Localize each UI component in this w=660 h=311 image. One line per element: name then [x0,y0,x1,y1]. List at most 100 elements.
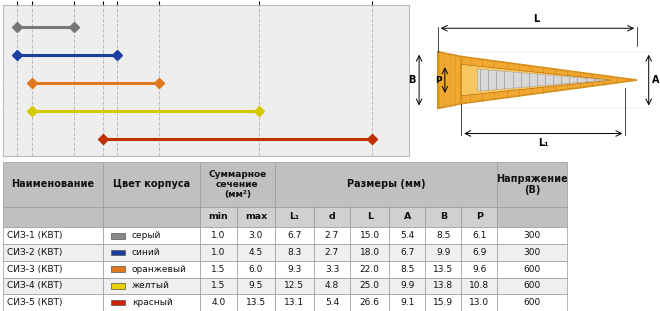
Text: синий: синий [132,248,160,257]
Bar [238,294,275,311]
Text: 8.3: 8.3 [287,248,302,257]
Bar [111,250,125,255]
Bar [275,207,314,227]
Bar [498,244,567,261]
Text: 6.9: 6.9 [473,248,486,257]
Text: 600: 600 [523,265,541,274]
Bar [200,162,275,207]
Bar [200,244,238,261]
Polygon shape [461,57,637,104]
Text: Суммарное
сечение
(мм²): Суммарное сечение (мм²) [208,169,267,199]
Text: 1.5: 1.5 [211,281,226,290]
Bar [425,227,461,244]
Text: СИЗ-5: СИЗ-5 [0,134,1,144]
Bar [111,233,125,239]
Text: 9.9: 9.9 [400,281,414,290]
Bar [103,294,200,311]
Bar [111,300,125,305]
Text: 13.5: 13.5 [434,265,453,274]
Text: СИЗ-4 (КВТ): СИЗ-4 (КВТ) [7,281,63,290]
Bar [389,261,425,277]
Bar [389,294,425,311]
Text: L: L [533,14,539,24]
Text: СИЗ-3 (КВТ): СИЗ-3 (КВТ) [7,265,63,274]
Bar [498,261,567,277]
Bar [314,294,350,311]
Bar [3,294,103,311]
Text: 6.7: 6.7 [400,248,414,257]
Bar [103,227,200,244]
Text: 2.7: 2.7 [325,248,339,257]
Text: P: P [435,76,442,85]
Text: 6.0: 6.0 [249,265,263,274]
Text: B: B [409,75,416,85]
Bar [238,261,275,277]
Text: 9.5: 9.5 [249,281,263,290]
Bar [461,207,498,227]
Text: L₁: L₁ [538,138,548,148]
Text: СИЗ-5 (КВТ): СИЗ-5 (КВТ) [7,298,63,307]
Bar [103,162,200,207]
Bar [350,244,389,261]
Bar [461,261,498,277]
Bar [200,207,238,227]
Bar [498,162,567,207]
Bar [3,207,103,227]
Bar [3,162,103,207]
Bar [425,244,461,261]
Bar [314,227,350,244]
Bar [350,261,389,277]
Text: max: max [245,212,267,221]
Bar [238,277,275,294]
Text: A: A [652,75,660,85]
Bar [314,244,350,261]
Text: 6.7: 6.7 [287,231,302,240]
Text: 10.8: 10.8 [469,281,490,290]
Text: желтый: желтый [132,281,170,290]
Bar [111,283,125,289]
Text: 1.0: 1.0 [211,248,226,257]
Text: 12.5: 12.5 [284,281,304,290]
Text: 5.4: 5.4 [400,231,414,240]
Text: серый: серый [132,231,161,240]
Text: 9.3: 9.3 [287,265,302,274]
Text: СИЗ-4: СИЗ-4 [0,106,1,116]
Polygon shape [438,52,461,108]
Text: красный: красный [132,298,172,307]
Text: 13.8: 13.8 [434,281,453,290]
Text: P: P [476,212,483,221]
Text: 300: 300 [523,248,541,257]
Bar [389,207,425,227]
Bar [275,227,314,244]
Polygon shape [461,64,611,96]
Text: 25.0: 25.0 [360,281,380,290]
Bar [425,207,461,227]
Bar [200,277,238,294]
Text: 3.3: 3.3 [325,265,339,274]
Text: 15.0: 15.0 [360,231,380,240]
Bar [3,244,103,261]
Text: СИЗ-2: СИЗ-2 [0,50,1,60]
Bar [425,277,461,294]
Bar [498,294,567,311]
Bar [111,266,125,272]
Bar [103,261,200,277]
Text: d: d [329,212,335,221]
Text: 1.0: 1.0 [211,231,226,240]
Text: B: B [440,212,447,221]
Text: Размеры (мм): Размеры (мм) [346,179,425,189]
Bar [275,277,314,294]
Bar [103,244,200,261]
Bar [498,277,567,294]
Text: 15.9: 15.9 [434,298,453,307]
Text: d: d [481,76,487,85]
Text: Напряжение
(В): Напряжение (В) [496,174,568,195]
Text: 4.8: 4.8 [325,281,339,290]
Bar [238,227,275,244]
Text: 2.7: 2.7 [325,231,339,240]
Bar [200,294,238,311]
Text: 4.5: 4.5 [249,248,263,257]
Bar [3,261,103,277]
Text: 4.0: 4.0 [211,298,226,307]
Bar [275,261,314,277]
